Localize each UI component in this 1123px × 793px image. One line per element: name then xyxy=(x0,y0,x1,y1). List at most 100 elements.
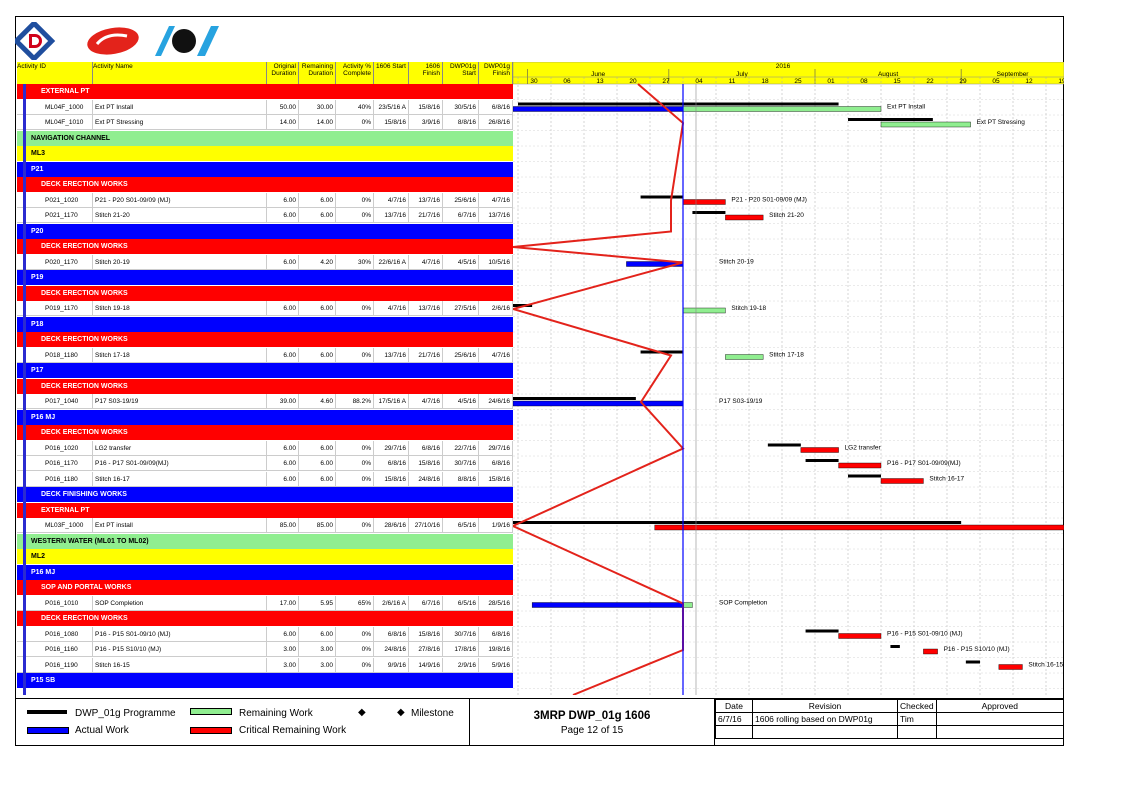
group-band[interactable]: DECK ERECTION WORKS xyxy=(17,425,513,440)
task-label: P17 S03-19/19 xyxy=(719,398,763,405)
cell-ds: 30/7/16 xyxy=(443,456,479,470)
cell-rd: 6.00 xyxy=(299,456,336,470)
group-band[interactable]: ML3 xyxy=(17,146,513,161)
col-header-name[interactable]: Activity Name xyxy=(93,62,267,84)
table-row[interactable]: P016_1160 P16 - P15 S10/10 (MJ) 3.00 3.00 0%… xyxy=(17,642,513,657)
task-label: Stitch 16-15 xyxy=(1028,662,1063,669)
group-band-label: P18 xyxy=(31,320,44,328)
remaining-bar xyxy=(838,462,882,469)
group-band[interactable]: P17 xyxy=(17,363,513,378)
cell-od: 14.00 xyxy=(267,115,299,129)
cell-ds: 6/7/16 xyxy=(443,208,479,222)
group-band[interactable]: SOP AND PORTAL WORKS xyxy=(17,580,513,595)
cell-name: P21 - P20 S01-09/09 (MJ) xyxy=(93,192,267,207)
table-row[interactable]: ML03F_1000 Ext PT install 85.00 85.00 0% 28/6… xyxy=(17,518,513,533)
col-header-finish[interactable]: 1606 Finish xyxy=(409,62,443,84)
cell-s: 23/5/16 A xyxy=(374,99,409,114)
cell-pc: 0% xyxy=(336,471,374,486)
cell-f: 21/7/16 xyxy=(409,347,443,362)
cell-name: Stitch 21-20 xyxy=(93,208,267,222)
group-band[interactable]: P15 SB xyxy=(17,673,513,688)
cell-id: P016_1080 xyxy=(17,626,93,641)
cell-df: 28/5/16 xyxy=(479,595,513,610)
group-band[interactable]: ML2 xyxy=(17,549,513,564)
week-label: 06 xyxy=(563,78,571,85)
cell-f: 15/8/16 xyxy=(409,626,443,641)
col-header-dwp-start[interactable]: DWP01g Start xyxy=(443,62,479,84)
col-header-orig-dur[interactable]: Original Duration xyxy=(267,62,299,84)
baseline-bar xyxy=(640,195,683,199)
row-band-bg xyxy=(513,224,1064,240)
dragados-logo xyxy=(12,19,56,63)
group-band[interactable]: DECK ERECTION WORKS xyxy=(17,285,513,301)
group-band[interactable]: DECK ERECTION WORKS xyxy=(17,177,513,192)
group-band[interactable]: DECK ERECTION WORKS xyxy=(17,611,513,626)
group-band[interactable]: EXTERNAL PT xyxy=(17,502,513,518)
milestone-icon-2: ◆ xyxy=(397,707,405,718)
col-header-pct[interactable]: Activity % Complete xyxy=(336,62,374,84)
group-band[interactable]: P16 MJ xyxy=(17,564,513,580)
cell-s: 4/7/16 xyxy=(374,192,409,207)
group-band[interactable]: WESTERN WATER (ML01 TO ML02) xyxy=(17,533,513,549)
col-header-start[interactable]: 1606 Start xyxy=(374,62,409,84)
table-row[interactable]: P016_1190 Stitch 16-15 3.00 3.00 0% 9/9/16 14/… xyxy=(17,657,513,673)
cell-pc: 40% xyxy=(336,99,374,114)
cell-s: 13/7/16 xyxy=(374,208,409,222)
group-band[interactable]: DECK ERECTION WORKS xyxy=(17,378,513,394)
cell-name: P16 - P17 S01-09/09(MJ) xyxy=(93,456,267,470)
group-band-label: P17 xyxy=(31,367,44,374)
row-band-bg xyxy=(513,534,1064,550)
table-row[interactable]: P018_1180 Stitch 17-18 6.00 6.00 0% 13/7/16 21… xyxy=(17,347,513,363)
rev-text: 1606 rolling based on DWP01g xyxy=(752,712,898,726)
col-header-id[interactable]: Activity ID xyxy=(17,62,93,84)
table-row[interactable]: P016_1170 P16 - P17 S01-09/09(MJ) 6.00 6.00… xyxy=(17,456,513,471)
table-row[interactable]: P020_1170 Stitch 20-19 6.00 4.20 30% 22/6/16 … xyxy=(17,254,513,270)
group-band[interactable]: DECK ERECTION WORKS xyxy=(17,332,513,347)
cell-id: P016_1190 xyxy=(17,657,93,672)
task-label: Stitch 19-18 xyxy=(731,305,766,312)
cell-ds: 17/8/16 xyxy=(443,642,479,656)
cell-od: 6.00 xyxy=(267,471,299,486)
row-band-bg xyxy=(513,565,1064,581)
group-band[interactable]: P18 xyxy=(17,316,513,332)
group-band[interactable]: P20 xyxy=(17,223,513,239)
group-band[interactable]: P16 MJ xyxy=(17,409,513,425)
cell-s: 4/7/16 xyxy=(374,301,409,315)
cell-name: Stitch 19-18 xyxy=(93,301,267,315)
group-band-label: DECK ERECTION WORKS xyxy=(41,243,128,250)
cell-f: 27/10/16 xyxy=(409,518,443,532)
company-logos xyxy=(12,19,219,63)
cell-name: Stitch 16-17 xyxy=(93,471,267,486)
table-row[interactable]: P021_1170 Stitch 21-20 6.00 6.00 0% 13/7/16 21… xyxy=(17,208,513,223)
table-row[interactable]: P016_1080 P16 - P15 S01-09/10 (MJ) 6.00 6.0… xyxy=(17,626,513,642)
group-band[interactable]: P19 xyxy=(17,270,513,285)
table-row[interactable]: P021_1020 P21 - P20 S01-09/09 (MJ) 6.00 6.0… xyxy=(17,192,513,208)
group-band-label: ML3 xyxy=(31,150,45,157)
group-band-label: NAVIGATION CHANNEL xyxy=(31,134,111,142)
cell-od: 39.00 xyxy=(267,394,299,408)
group-band[interactable]: EXTERNAL PT xyxy=(17,84,513,99)
task-label: Ext PT Stressing xyxy=(977,119,1026,126)
cell-ds: 8/8/16 xyxy=(443,115,479,129)
baseline-bar xyxy=(848,118,933,121)
col-header-dwp-finish[interactable]: DWP01g Finish xyxy=(479,62,513,84)
cell-s: 9/9/16 xyxy=(374,657,409,672)
cell-ds: 4/5/16 xyxy=(443,254,479,269)
cell-id: P016_1020 xyxy=(17,440,93,455)
col-header-rem-dur[interactable]: Remaining Duration xyxy=(299,62,336,84)
table-row[interactable]: P016_1020 LG2 transfer 6.00 6.00 0% 29/7/16 6/… xyxy=(17,440,513,456)
week-label: 22 xyxy=(926,78,934,85)
table-row[interactable]: P019_1170 Stitch 19-18 6.00 6.00 0% 4/7/16 13/… xyxy=(17,301,513,316)
group-band[interactable]: P21 xyxy=(17,161,513,177)
table-row[interactable]: ML04F_1010 Ext PT Stressing 14.00 14.00 0% 15… xyxy=(17,115,513,130)
group-band-label: SOP AND PORTAL WORKS xyxy=(41,584,132,591)
cell-name: LG2 transfer xyxy=(93,440,267,455)
group-band[interactable]: NAVIGATION CHANNEL xyxy=(17,130,513,146)
group-band[interactable]: DECK ERECTION WORKS xyxy=(17,239,513,254)
table-row[interactable]: ML04F_1000 Ext PT Install 50.00 30.00 40% 23/… xyxy=(17,99,513,115)
row-band-bg xyxy=(513,162,1064,178)
table-row[interactable]: P017_1040 P17 S03-19/19 39.00 4.60 88.2% 17/5… xyxy=(17,394,513,409)
table-row[interactable]: P016_1010 SOP Completion 17.00 5.95 65% 2/6/1… xyxy=(17,595,513,611)
group-band[interactable]: DECK FINISHING WORKS xyxy=(17,487,513,502)
table-row[interactable]: P016_1180 Stitch 16-17 6.00 6.00 0% 15/8/16 24… xyxy=(17,471,513,487)
